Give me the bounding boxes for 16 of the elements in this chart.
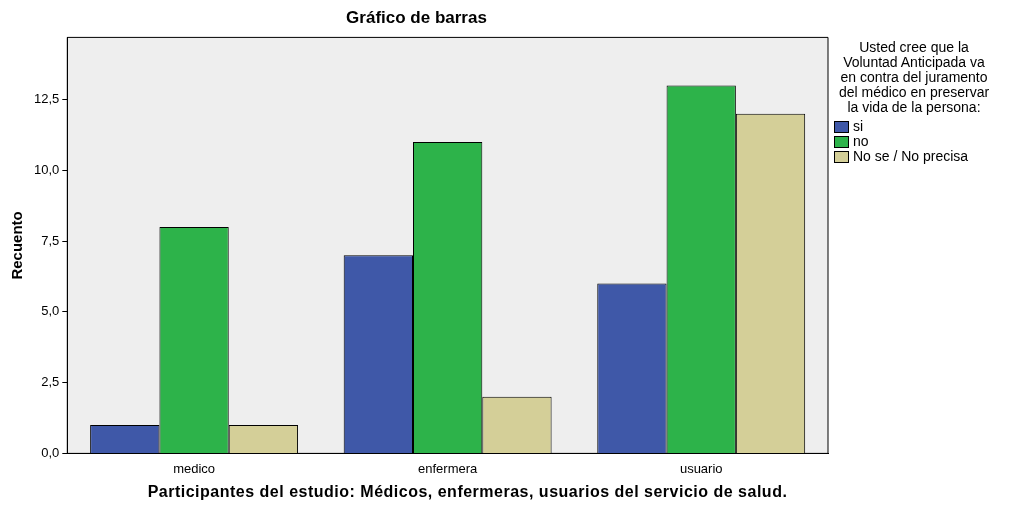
y-tick-label: 2,5 [41, 374, 60, 390]
y-tick-label: 0,0 [41, 444, 60, 460]
chart-title: Gráfico de barras [346, 7, 487, 27]
legend-label: no [853, 133, 869, 149]
y-tick-label: 5,0 [41, 303, 60, 319]
legend-title: Usted cree que la Voluntad Anticipada va en contra del juramento del médico en preservar la vida de la persona: [837, 39, 991, 115]
x-axis-title: Participantes del estudio: Médicos, enfermeras, usuarios del servicio de salud. [146, 483, 789, 500]
y-tick-label: 10,0 [33, 161, 60, 177]
x-tick-label: medico [173, 460, 216, 476]
x-tick-label: usuario [679, 460, 723, 476]
legend-label: No se / No precisa [853, 148, 969, 164]
y-tick-label: 7,5 [41, 232, 60, 248]
y-tick-label: 12,5 [33, 91, 60, 107]
x-tick-label: enfermera [418, 460, 479, 476]
y-axis-title: Recuento [8, 211, 26, 280]
legend-label: si [853, 118, 864, 134]
